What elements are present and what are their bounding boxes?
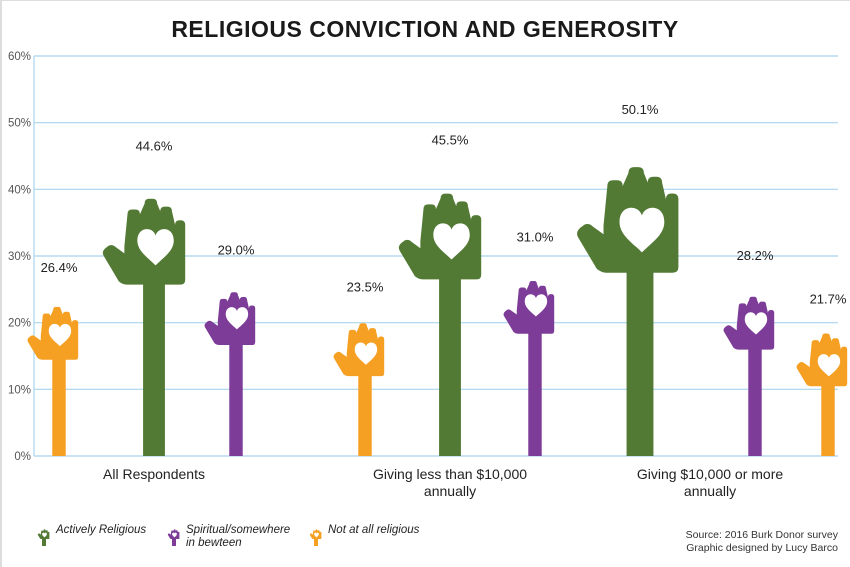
hand-bar-orange: 21.7% [796, 291, 848, 456]
source-line: Source: 2016 Burk Donor survey [685, 529, 838, 541]
hand-wrist [821, 382, 835, 456]
category-label: annually [424, 483, 476, 499]
data-label: 31.0% [517, 229, 554, 244]
hand-bar-green: 50.1% [577, 102, 679, 456]
category-label: annually [684, 483, 736, 499]
y-tick-label: 20% [8, 318, 31, 330]
legend-label-actively-religious: Actively Religious [56, 524, 146, 537]
hand-icon-green [37, 529, 50, 546]
heart-icon [354, 342, 378, 365]
category-label: Giving $10,000 or more [637, 466, 784, 482]
hand-bar-purple: 28.2% [723, 248, 775, 456]
category-label: All Respondents [103, 466, 205, 482]
legend-line: Actively Religious [56, 524, 147, 536]
hand-wrist [626, 268, 654, 456]
y-tick-label: 50% [8, 118, 31, 130]
category-group: 26.4% 44.6% 29.0% [27, 139, 256, 456]
data-label: 45.5% [432, 133, 469, 148]
legend-label-not-religious: Not at all religious [328, 524, 419, 537]
legend-line: Not at all religious [328, 524, 420, 536]
heart-icon [619, 207, 665, 253]
y-tick-label: 40% [8, 184, 31, 196]
data-label: 21.7% [810, 291, 847, 306]
hand-bar-purple: 31.0% [503, 229, 555, 456]
heart-icon [744, 312, 768, 335]
hand-wrist [528, 329, 542, 456]
hand-bar-green: 44.6% [102, 139, 186, 456]
heart-icon [817, 354, 841, 377]
source-note: Source: 2016 Burk Donor survey Graphic d… [686, 529, 838, 555]
heart-icon [48, 323, 72, 347]
data-label: 29.0% [218, 243, 255, 258]
heart-icon [225, 307, 249, 330]
credit-line: Graphic designed by Lucy Barco [686, 542, 838, 554]
y-tick-label: 0% [14, 451, 31, 463]
category-label: Giving less than $10,000 [373, 466, 527, 482]
y-tick-label: 10% [8, 384, 31, 396]
data-label: 23.5% [347, 279, 384, 294]
category-group: 23.5% 45.5% 31.0% [333, 133, 555, 456]
legend-line: in bewteen [186, 537, 242, 549]
heart-icon [433, 223, 470, 260]
hand-wrist [229, 341, 243, 456]
hand-icon-purple [167, 529, 180, 546]
legend-item-spiritual: Spiritual/somewhere in bewteen [166, 524, 290, 552]
legend-item-not-religious: Not at all religious [308, 524, 419, 552]
hand-wrist [439, 275, 461, 456]
hand-wrist [52, 355, 66, 456]
data-label: 26.4% [41, 260, 78, 275]
hand-icon-orange [309, 529, 322, 546]
heart-icon [524, 294, 548, 317]
data-label: 28.2% [737, 248, 774, 263]
hand-wrist [143, 280, 165, 456]
legend-item-actively-religious: Actively Religious [36, 524, 146, 552]
y-tick-label: 60% [8, 51, 31, 63]
hand-bar-purple: 29.0% [204, 243, 256, 456]
hand-bar-orange: 23.5% [333, 279, 385, 456]
y-tick-label: 30% [8, 251, 31, 263]
legend-label-spiritual: Spiritual/somewhere in bewteen [186, 524, 290, 550]
data-label: 44.6% [136, 139, 173, 154]
hand-wrist [358, 372, 372, 456]
data-label: 50.1% [622, 102, 659, 117]
hand-wrist [748, 345, 762, 456]
heart-icon [137, 229, 174, 266]
hand-bar-orange: 26.4% [27, 260, 79, 456]
legend-line: Spiritual/somewhere [186, 524, 291, 536]
category-group: 50.1% 28.2% 21.7% [577, 102, 848, 456]
chart-title: RELIGIOUS CONVICTION AND GENEROSITY [171, 16, 679, 42]
hand-bar-green: 45.5% [398, 133, 482, 456]
